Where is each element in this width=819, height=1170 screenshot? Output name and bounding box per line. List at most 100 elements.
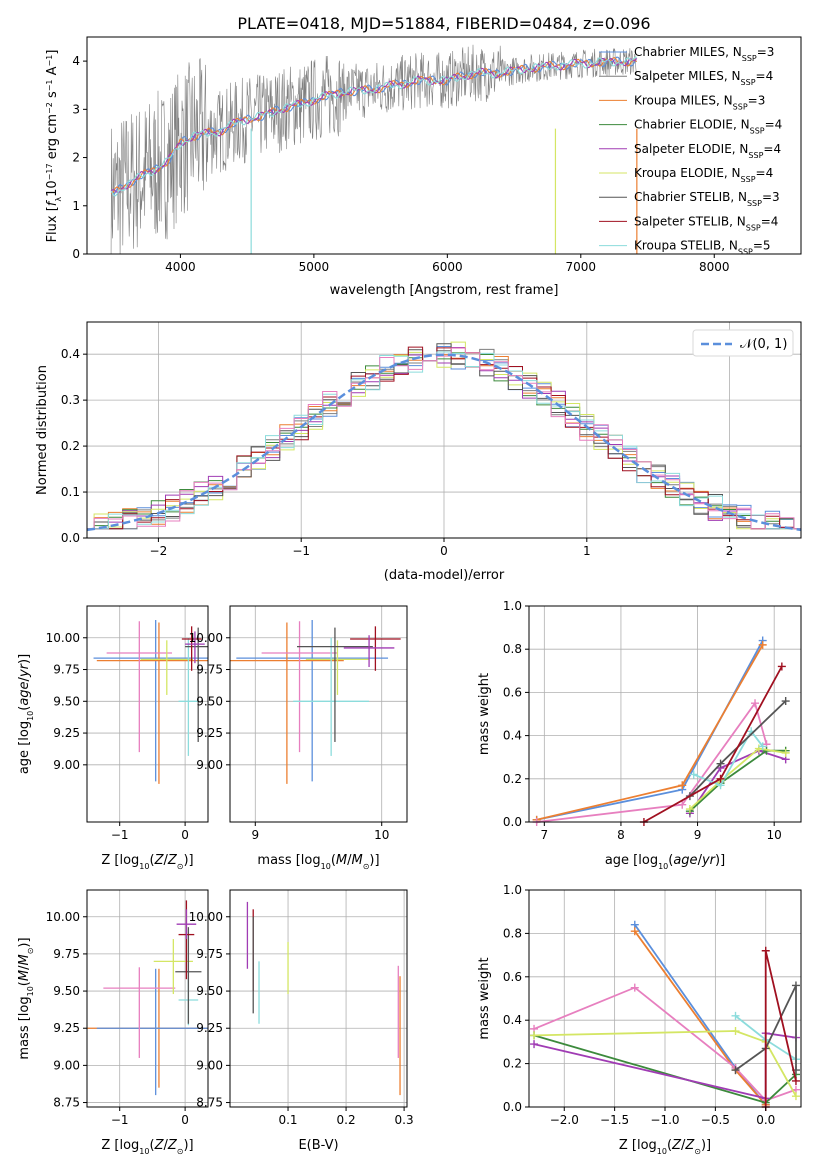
plot-area-spectrum [110, 44, 638, 254]
x-tick-label: 9 [251, 828, 259, 842]
y-axis-label: mass weight [477, 957, 492, 1039]
plot-area-weight-vs-Z [530, 920, 800, 1111]
data-point-marker [758, 640, 767, 649]
y-tick-label: 9.25 [53, 726, 80, 740]
x-tick-label: 8000 [699, 260, 730, 274]
y-tick-label: 8.75 [53, 1096, 80, 1110]
y-tick-label: 0.2 [503, 1057, 522, 1071]
plot-area-weight-vs-age [532, 636, 790, 826]
y-tick-label: 1.0 [503, 883, 522, 897]
axes-residuals: −2 −1 0 1 2 0.0 0.1 0.2 0.3 0.4 𝒩(0, 1) [61, 321, 802, 558]
legend-label: Chabrier MILES, NSSP=3 [634, 45, 774, 63]
y-tick-label: 0.0 [61, 531, 80, 545]
y-tick-label: 9.75 [53, 663, 80, 677]
y-tick-label: 0.0 [503, 815, 522, 829]
y-tick-label: 9.00 [53, 1058, 80, 1072]
y-axis-label: Flux [fλ10−17 erg cm−2 s−1 A−1] [45, 50, 63, 243]
x-axis-label: E(B-V) [298, 1138, 338, 1153]
x-axis-label: (data-model)/error [384, 568, 505, 583]
weight-line [536, 701, 768, 823]
y-axis-label: Normed distribution [35, 365, 50, 495]
y-tick-label: 10.00 [46, 631, 80, 645]
x-tick-label: −2.0 [550, 1113, 579, 1127]
data-point-marker [678, 781, 687, 790]
y-axis-label: age [log10(age/yr)] [17, 654, 35, 774]
data-point-marker [630, 927, 639, 936]
x-tick-label: 0.0 [756, 1113, 775, 1127]
data-point-marker [751, 699, 760, 708]
data-point-marker [731, 1027, 740, 1036]
x-axis-label: mass [log10(M/M⊙)] [257, 853, 379, 871]
x-tick-label: 6000 [432, 260, 463, 274]
figure-title: PLATE=0418, MJD=51884, FIBERID=0484, z=0… [237, 14, 650, 33]
legend-label: Kroupa STELIB, NSSP=5 [634, 239, 771, 257]
observed-spectrum-line [110, 44, 637, 254]
plot-area-residuals [86, 341, 802, 532]
x-tick-label: 9 [694, 828, 702, 842]
x-tick-label: 4000 [165, 260, 196, 274]
y-tick-label: 1 [72, 199, 80, 213]
y-tick-label: 0.4 [503, 1013, 522, 1027]
model-spectrum-line [110, 56, 637, 197]
data-point-marker [791, 1076, 800, 1085]
y-tick-label: 9.50 [53, 694, 80, 708]
axes-frame [86, 605, 209, 823]
x-tick-label: 0 [440, 544, 448, 558]
y-tick-label: 0.2 [503, 772, 522, 786]
y-tick-label: 9.00 [53, 758, 80, 772]
legend-label: Chabrier ELODIE, NSSP=4 [634, 118, 782, 136]
plot-area-age-vs-mass [230, 619, 401, 784]
x-axis-label: Z [log10(Z/Z⊙)] [619, 1138, 711, 1156]
legend-label: Chabrier STELIB, NSSP=3 [634, 190, 780, 208]
data-point-marker [761, 946, 770, 955]
y-tick-label: 9.50 [53, 984, 80, 998]
y-tick-label: 9.75 [196, 663, 223, 677]
data-point-marker [781, 748, 790, 757]
x-tick-label: −2 [150, 544, 168, 558]
data-point-marker [791, 1092, 800, 1101]
data-point-marker [530, 1040, 539, 1049]
axes-mass-vs-Z: −1 0 8.75 9.00 9.25 9.50 9.75 10.00 [46, 889, 209, 1127]
data-point-marker [791, 981, 800, 990]
weight-line [693, 729, 764, 787]
y-tick-label: 0.4 [503, 729, 522, 743]
y-tick-label: 8.75 [196, 1096, 223, 1110]
x-tick-label: −1 [292, 544, 310, 558]
x-tick-label: 0.2 [337, 1113, 356, 1127]
histogram-step [87, 341, 801, 530]
legend-label: Salpeter STELIB, NSSP=4 [634, 214, 778, 232]
y-axis-label: mass weight [477, 673, 492, 755]
x-tick-label: 8 [617, 828, 625, 842]
y-tick-label: 0.2 [61, 439, 80, 453]
y-tick-label: 0 [72, 247, 80, 261]
axes-mass-vs-ebv: 0.1 0.2 0.3 8.75 9.00 9.25 9.50 9.75 10.00 [189, 889, 414, 1127]
plot-area-mass-vs-ebv [246, 901, 401, 1096]
data-point-marker [716, 774, 725, 783]
x-tick-label: 2 [726, 544, 734, 558]
x-tick-label: −1.0 [650, 1113, 679, 1127]
weight-line [689, 749, 786, 814]
x-tick-label: 7000 [566, 260, 597, 274]
gaussian-reference-line [86, 353, 802, 532]
plot-area-mass-vs-Z [87, 900, 208, 1096]
x-tick-label: 0 [181, 1113, 189, 1127]
y-tick-label: 0.8 [503, 926, 522, 940]
x-tick-label: 0 [181, 828, 189, 842]
data-point-marker [630, 983, 639, 992]
x-tick-label: 7 [541, 828, 549, 842]
data-point-marker [678, 800, 687, 809]
x-axis-label: Z [log10(Z/Z⊙)] [101, 1138, 193, 1156]
data-point-marker [530, 1031, 539, 1040]
histogram-step [87, 351, 801, 530]
y-tick-label: 10.00 [189, 910, 223, 924]
axes-frame [229, 889, 408, 1108]
y-tick-label: 0.8 [503, 642, 522, 656]
axes-frame [229, 605, 408, 823]
y-tick-label: 1.0 [503, 599, 522, 613]
weight-line [536, 644, 764, 821]
x-tick-label: 0.1 [278, 1113, 297, 1127]
axes-weight-vs-Z: −2.0 −1.5 −1.0 −0.5 0.0 0.0 0.2 0.4 0.6 0.8 1.0 [503, 883, 802, 1127]
y-tick-label: 9.75 [53, 947, 80, 961]
x-tick-label: 10 [767, 828, 782, 842]
data-point-marker [777, 662, 786, 671]
